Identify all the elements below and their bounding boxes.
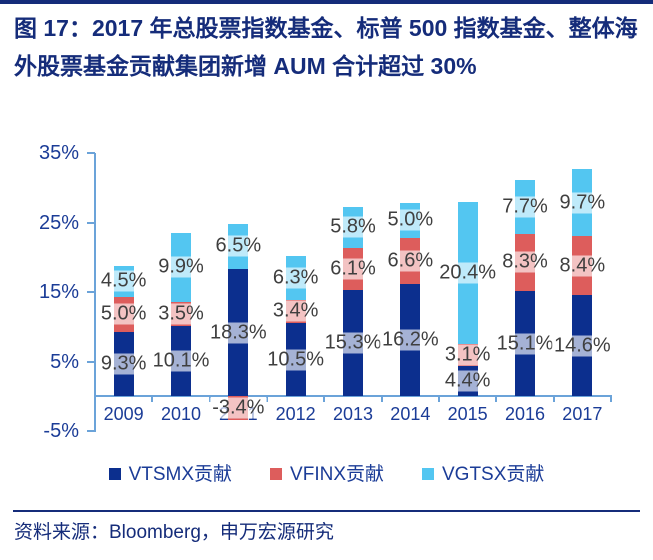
x-axis-tick [380, 396, 383, 403]
legend-label: VTSMX贡献 [128, 464, 233, 485]
bar-value-label: 6.3% [270, 266, 321, 289]
bar-value-label: -3.4% [210, 396, 267, 419]
y-axis-tick-label: 35% [38, 142, 79, 164]
legend-item: VTSMX贡献 [108, 459, 233, 486]
y-axis-tick [87, 221, 95, 224]
y-axis-line [94, 153, 96, 432]
x-axis-category-label: 2010 [160, 404, 202, 425]
bar-value-label: 6.1% [328, 257, 378, 280]
bar-value-label: 9.7% [557, 191, 608, 214]
source-note: 资料来源：Bloomberg，申万宏源研究 [14, 522, 334, 543]
bar-value-label: 5.8% [328, 215, 378, 238]
y-axis-tick-label: 15% [38, 281, 79, 303]
x-axis-category-label: 2016 [504, 404, 546, 425]
legend-label: VFINX贡献 [290, 464, 384, 485]
x-axis-tick [208, 396, 211, 403]
y-axis-tick-label: -5% [43, 420, 79, 442]
x-axis-category-label: 2009 [103, 404, 144, 425]
legend-swatch-icon [270, 467, 283, 480]
bar-value-label: 9.9% [156, 255, 206, 278]
bar-value-label: 14.6% [551, 334, 613, 356]
y-axis-tick-label: 25% [38, 211, 79, 234]
x-axis-category-label: 2017 [562, 404, 603, 425]
x-axis-tick [323, 396, 326, 403]
x-axis-tick [438, 396, 440, 403]
legend-swatch-icon [108, 467, 121, 480]
bar-value-label: 4.4% [442, 369, 493, 392]
bar-value-label: 15.3% [322, 331, 384, 354]
figure-title: 图 17：2017 年总股票指数基金、标普 500 指数基金、整体海外股票基金贡… [14, 15, 638, 79]
bar-value-label: 10.5% [265, 348, 327, 371]
y-axis-tick-label: 5% [50, 350, 79, 373]
bar-value-label: 6.6% [385, 249, 436, 272]
x-axis-category-label: 2013 [332, 404, 374, 425]
y-axis-tick [87, 360, 95, 363]
legend-label: VGTSX贡献 [442, 464, 545, 485]
y-axis-tick [87, 152, 95, 154]
chart-legend: VTSMX贡献 VFINX贡献 VGTSX贡献 [0, 459, 653, 486]
x-axis-category-label: 2014 [390, 404, 431, 425]
bar-value-label: 3.4% [270, 299, 321, 322]
x-axis-tick [610, 396, 612, 403]
x-axis-tick [495, 396, 498, 403]
bar-value-label: 4.5% [98, 269, 149, 292]
bar-value-label: 7.7% [500, 195, 550, 218]
x-axis-category-label: 2015 [447, 404, 488, 425]
bar-value-label: 6.5% [213, 234, 264, 257]
legend-item: VGTSX贡献 [422, 459, 544, 486]
x-axis-line [94, 395, 612, 398]
bar-value-label: 16.2% [379, 328, 441, 351]
x-axis-tick [552, 396, 555, 403]
x-axis-tick [151, 396, 154, 403]
bar-value-label: 3.1% [442, 343, 493, 366]
bar-value-label: 8.4% [557, 254, 608, 277]
bar-value-label: 10.1% [150, 349, 212, 372]
legend-item: VFINX贡献 [270, 459, 384, 486]
bar-value-label: 9.3% [98, 352, 149, 375]
x-axis-category-label: 2012 [275, 404, 316, 425]
top-divider [0, 0, 653, 4]
bar-value-label: 18.3% [207, 321, 269, 344]
x-axis-tick [266, 396, 268, 403]
legend-swatch-icon [422, 467, 434, 480]
bar-value-label: 8.3% [500, 250, 550, 273]
y-axis-tick [87, 291, 95, 293]
source-divider [13, 510, 640, 512]
bar-value-label: 20.4% [437, 261, 499, 284]
y-axis-tick [87, 430, 95, 432]
bar-value-label: 15.1% [494, 332, 556, 355]
bar-value-label: 3.5% [156, 302, 206, 325]
x-axis-tick [94, 396, 96, 403]
bar-value-label: 5.0% [385, 208, 436, 231]
bar-value-label: 5.0% [98, 302, 149, 325]
